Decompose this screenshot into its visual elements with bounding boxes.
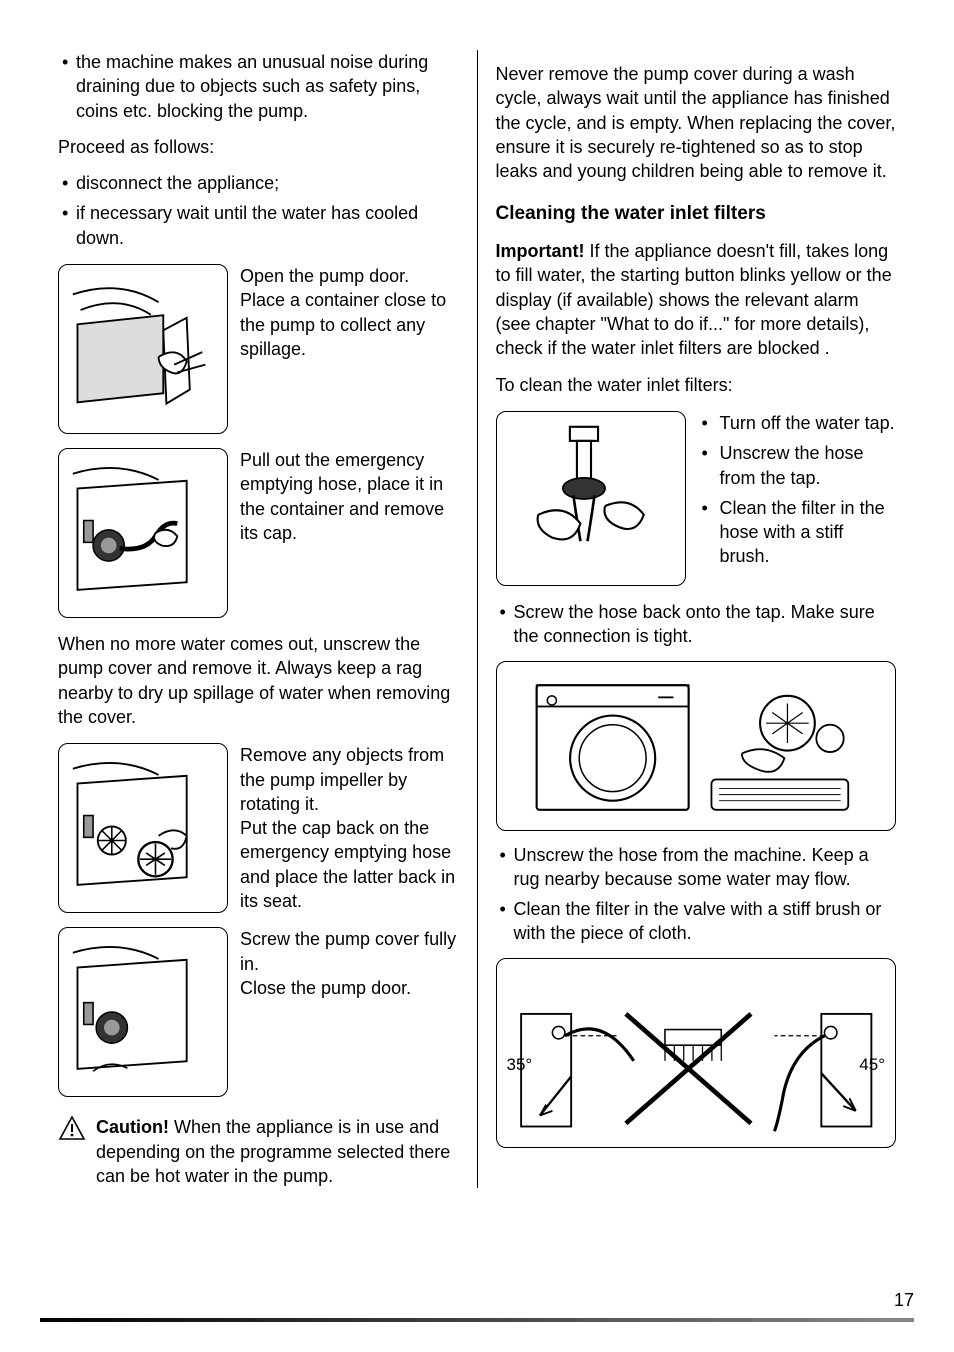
- warning-icon: [58, 1115, 86, 1147]
- step-remove-objects: Remove any objects from the pump impelle…: [58, 743, 459, 913]
- caution-label: Caution!: [96, 1117, 169, 1137]
- step-text: Pull out the emergency emptying hose, pl…: [240, 448, 459, 545]
- figure-tap-filter: [496, 411, 686, 586]
- angle-right-label: 45°: [859, 1054, 885, 1077]
- footer-rule: [40, 1318, 914, 1322]
- list-item: Clean the filter in the hose with a stif…: [698, 496, 897, 569]
- list-item: Unscrew the hose from the machine. Keep …: [496, 843, 897, 892]
- step-text: Open the pump door. Place a container cl…: [240, 264, 459, 361]
- caution-block: Caution! When the appliance is in use an…: [58, 1115, 459, 1188]
- screw-back-bullets: Screw the hose back onto the tap. Make s…: [496, 600, 897, 649]
- step-tap-filter: Turn off the water tap. Unscrew the hose…: [496, 411, 897, 586]
- figure-open-pump-door: [58, 264, 228, 434]
- step-text: Remove any objects from the pump impelle…: [240, 743, 459, 913]
- list-item: Turn off the water tap.: [698, 411, 897, 435]
- caution-text: Caution! When the appliance is in use an…: [96, 1115, 459, 1188]
- angle-left-label: 35°: [507, 1054, 533, 1077]
- unscrew-bullets: Unscrew the hose from the machine. Keep …: [496, 843, 897, 946]
- figure-screw-cover: [58, 927, 228, 1097]
- proceed-label: Proceed as follows:: [58, 135, 459, 159]
- step-text: Screw the pump cover fully in. Close the…: [240, 927, 459, 1000]
- tap-bullets: Turn off the water tap. Unscrew the hose…: [698, 411, 897, 575]
- never-remove-paragraph: Never remove the pump cover during a was…: [496, 62, 897, 183]
- important-block: Important! If the appliance doesn't fill…: [496, 239, 897, 360]
- mid-paragraph: When no more water comes out, unscrew th…: [58, 632, 459, 729]
- step-pull-hose: Pull out the emergency emptying hose, pl…: [58, 448, 459, 618]
- figure-pull-hose: [58, 448, 228, 618]
- list-item: Screw the hose back onto the tap. Make s…: [496, 600, 897, 649]
- figure-machine-filter: [496, 661, 897, 831]
- proceed-bullets: disconnect the appliance; if necessary w…: [58, 171, 459, 250]
- list-item: disconnect the appliance;: [58, 171, 459, 195]
- step-open-pump-door: Open the pump door. Place a container cl…: [58, 264, 459, 434]
- list-item: the machine makes an unusual noise durin…: [58, 50, 459, 123]
- figure-hose-angle: 35° 45°: [496, 958, 897, 1148]
- list-item: Unscrew the hose from the tap.: [698, 441, 897, 490]
- list-item: if necessary wait until the water has co…: [58, 201, 459, 250]
- to-clean-label: To clean the water inlet filters:: [496, 373, 897, 397]
- page-number: 17: [894, 1288, 914, 1312]
- list-item: Clean the filter in the valve with a sti…: [496, 897, 897, 946]
- important-label: Important!: [496, 241, 585, 261]
- step-screw-cover: Screw the pump cover fully in. Close the…: [58, 927, 459, 1097]
- section-heading: Cleaning the water inlet filters: [496, 201, 897, 227]
- intro-bullets: the machine makes an unusual noise durin…: [58, 50, 459, 123]
- figure-remove-objects: [58, 743, 228, 913]
